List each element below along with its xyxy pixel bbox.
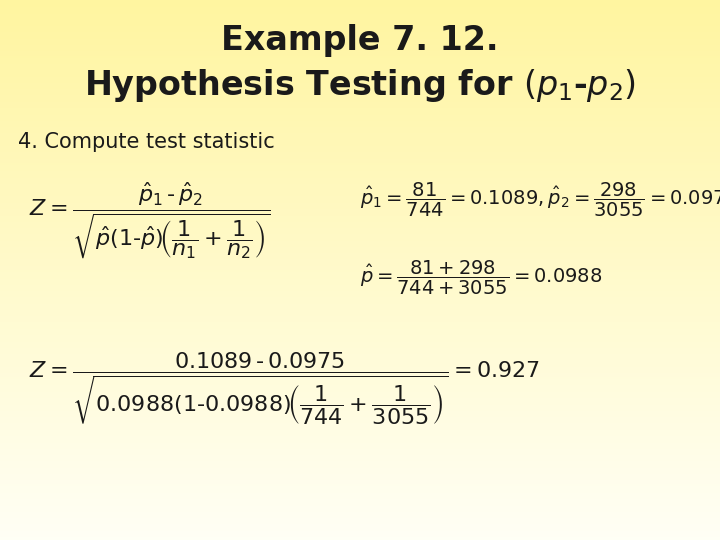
Text: $\hat{p} = \dfrac{81+298}{744+3055} = 0.0988$: $\hat{p} = \dfrac{81+298}{744+3055} = 0.…	[360, 259, 603, 298]
Text: Hypothesis Testing for $(p_1$-$p_2)$: Hypothesis Testing for $(p_1$-$p_2)$	[84, 68, 636, 105]
Text: 4. Compute test statistic: 4. Compute test statistic	[18, 132, 275, 152]
Text: $\hat{p}_1 = \dfrac{81}{744} = 0.1089, \hat{p}_2 = \dfrac{298}{3055} = 0.0975$: $\hat{p}_1 = \dfrac{81}{744} = 0.1089, \…	[360, 181, 720, 219]
Text: Example 7. 12.: Example 7. 12.	[221, 24, 499, 57]
Text: $Z = \dfrac{\hat{p}_1 \, \text{-} \, \hat{p}_2}{\sqrt{\hat{p}(1\text{-}\hat{p})\: $Z = \dfrac{\hat{p}_1 \, \text{-} \, \ha…	[29, 181, 271, 261]
Text: $Z = \dfrac{0.1089 \, \text{-} \, 0.0975}{\sqrt{0.0988(1\text{-}0.0988)\!\left(\: $Z = \dfrac{0.1089 \, \text{-} \, 0.0975…	[29, 351, 540, 427]
